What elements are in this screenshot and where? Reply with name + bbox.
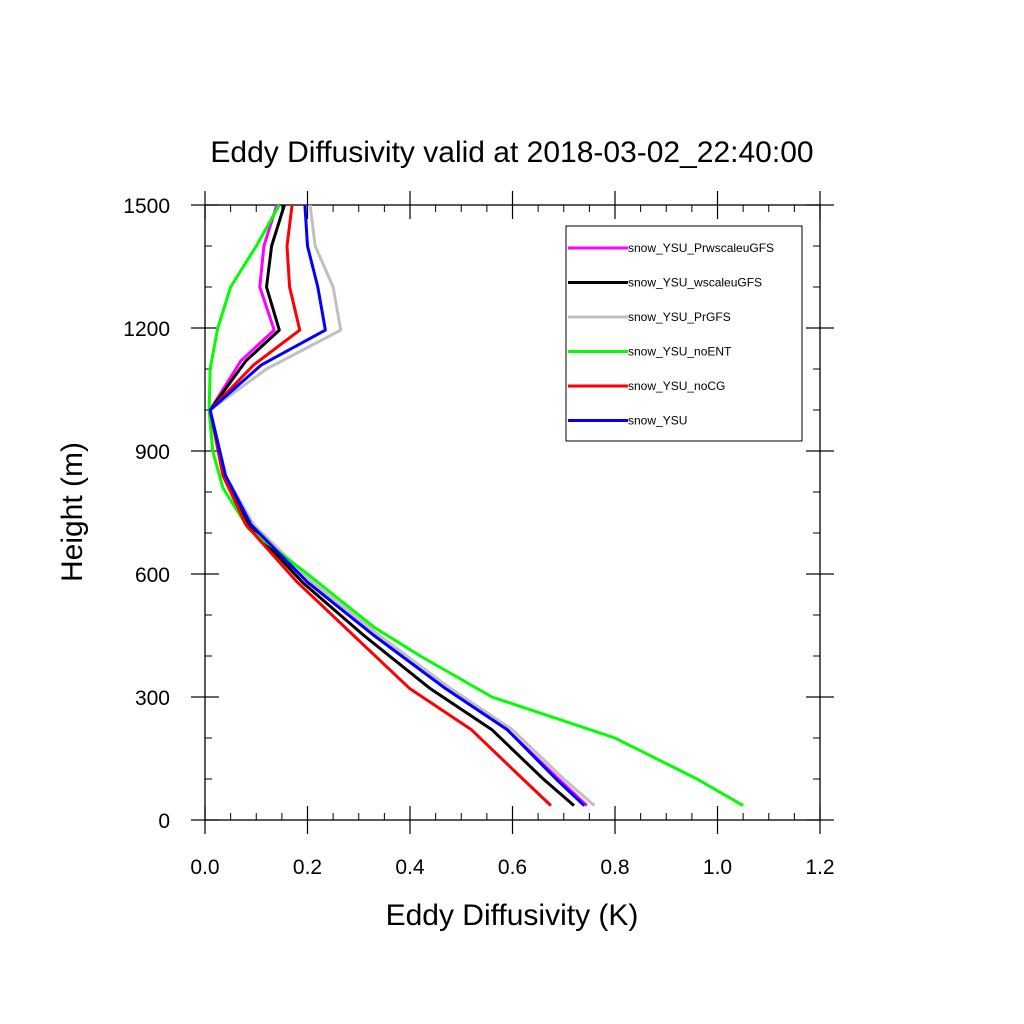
x-tick-label: 1.0 [703,856,732,879]
legend-label: snow_YSU_noCG [628,379,725,393]
x-tick-label: 0.0 [190,856,219,879]
y-tick-label: 1500 [123,195,170,218]
legend-label: snow_YSU [628,414,687,428]
legend-label: snow_YSU_PrwscaleuGFS [628,241,774,255]
x-tick-label: 0.2 [293,856,322,879]
series-line-snow_YSU_noCG [208,204,552,807]
series-lines [207,204,744,807]
y-tick-label: 300 [135,687,170,710]
x-axis-label: Eddy Diffusivity (K) [386,899,639,932]
legend-label: snow_YSU_noENT [628,345,732,359]
y-tick-label: 900 [135,441,170,464]
x-tick-label: 0.8 [600,856,629,879]
legend-label: snow_YSU_wscaleuGFS [628,276,762,290]
series-line-snow_YSU [208,204,586,807]
y-tick-label: 1200 [123,318,170,341]
series-line-snow_YSU_PrwscaleuGFS [208,204,588,807]
x-tick-label: 0.4 [395,856,425,879]
x-tick-label: 1.2 [805,856,834,879]
legend-label: snow_YSU_PrGFS [628,310,731,324]
x-tick-label: 0.6 [498,856,527,879]
y-tick-label: 600 [135,564,170,587]
legend: snow_YSU_PrwscaleuGFS snow_YSU_wscaleuGFS… [565,225,803,442]
chart-title: Eddy Diffusivity valid at 2018-03-02_22:… [210,136,813,169]
y-tick-label: 0 [158,810,170,833]
series-line-snow_YSU_noENT [207,204,744,807]
series-line-snow_YSU_wscaleuGFS [208,204,575,807]
legend-box [565,225,803,442]
y-axis-label: Height (m) [56,442,89,582]
axis-ticks: 0.0 0.2 0.4 0.6 0.8 1.0 1.2 0 300 600 900 1200 1500 [123,191,835,879]
